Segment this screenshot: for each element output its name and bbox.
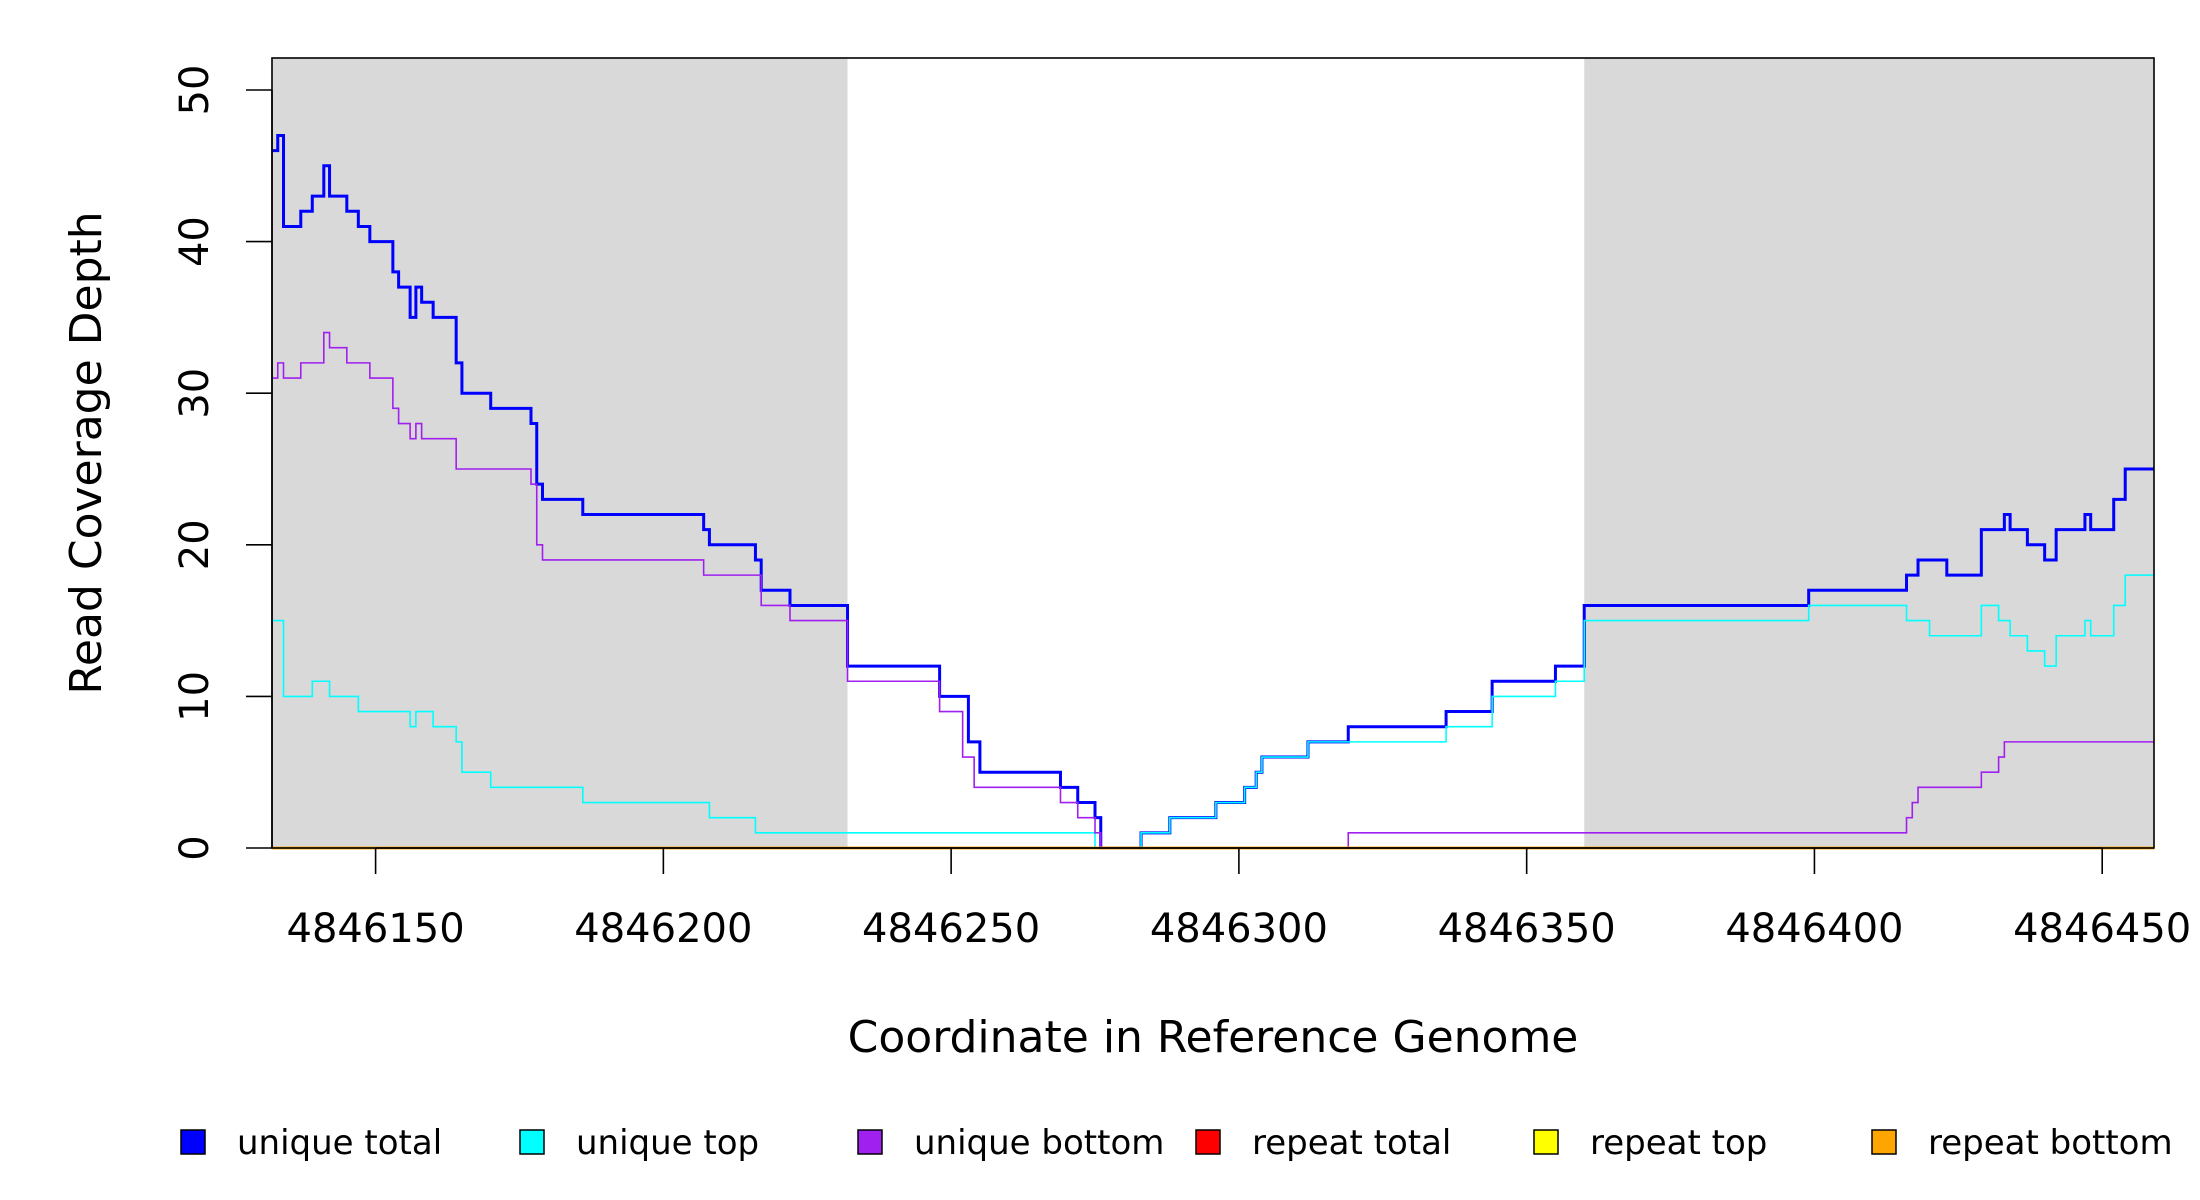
legend-label: repeat total <box>1252 1123 1451 1163</box>
legend-swatch <box>1533 1129 1559 1155</box>
x-tick-label: 4846350 <box>1438 906 1616 952</box>
legend-item-unique-top: unique top <box>519 1123 759 1163</box>
y-axis: 0 10 20 30 40 50 <box>172 65 273 861</box>
y-axis-label: Read Coverage Depth <box>61 211 112 694</box>
legend-item-repeat-bottom: repeat bottom <box>1871 1123 2173 1163</box>
y-tick-label: 50 <box>172 65 218 116</box>
y-tick-label: 40 <box>172 216 218 267</box>
y-tick-label: 20 <box>172 519 218 570</box>
legend-swatch <box>857 1129 883 1155</box>
legend-label: unique top <box>576 1123 759 1163</box>
y-tick-label: 10 <box>172 671 218 722</box>
legend-swatch <box>1871 1129 1897 1155</box>
legend-swatch <box>519 1129 545 1155</box>
series-line-unique-bottom <box>272 331 2154 849</box>
x-tick-label: 4846150 <box>287 906 465 952</box>
x-tick-label: 4846250 <box>862 906 1040 952</box>
shaded-region-1 <box>1584 58 2154 848</box>
series-line-unique-total <box>272 133 2154 850</box>
shaded-region-0 <box>272 58 848 848</box>
legend: unique total unique top unique bottom repea… <box>180 1123 2173 1163</box>
legend-label: unique total <box>237 1123 442 1163</box>
legend-label: unique bottom <box>914 1123 1164 1163</box>
series-line-unique-top <box>272 574 2154 849</box>
legend-label: repeat top <box>1590 1123 1767 1163</box>
legend-item-unique-total: unique total <box>180 1123 442 1163</box>
x-tick-label: 4846400 <box>1725 906 1903 952</box>
legend-swatch <box>1195 1129 1221 1155</box>
y-tick-label: 30 <box>172 368 218 419</box>
y-tick-label: 0 <box>172 835 218 860</box>
legend-item-unique-bottom: unique bottom <box>857 1123 1164 1163</box>
x-axis: 4846150 4846200 4846250 4846300 4846350 48464… <box>287 847 2191 952</box>
x-tick-label: 4846300 <box>1150 906 1328 952</box>
legend-swatch <box>180 1129 206 1155</box>
legend-item-repeat-total: repeat total <box>1195 1123 1451 1163</box>
x-tick-label: 4846200 <box>574 906 752 952</box>
shaded-regions <box>272 58 2154 848</box>
legend-item-repeat-top: repeat top <box>1533 1123 1767 1163</box>
x-axis-label: Coordinate in Reference Genome <box>848 1012 1579 1063</box>
legend-label: repeat bottom <box>1928 1123 2173 1163</box>
x-tick-label: 4846450 <box>2013 906 2191 952</box>
